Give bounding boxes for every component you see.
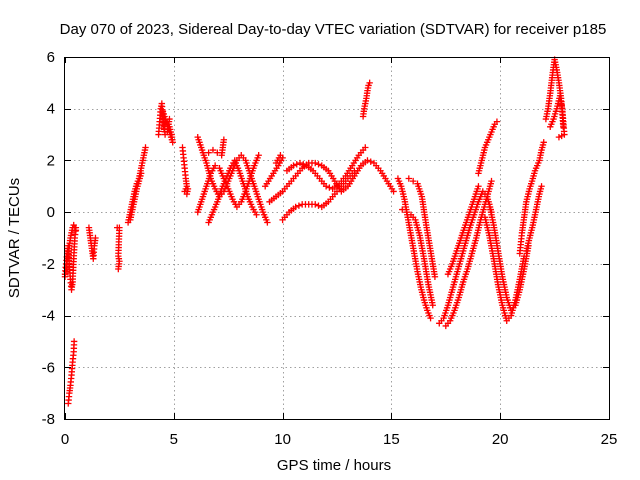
data-point [255,152,262,159]
y-tick-labels: -8 -6 -4 -2 0 2 4 6 [42,49,55,428]
series-sat-f [124,144,149,226]
x-axis-label: GPS time / hours [277,457,391,474]
data-point [427,314,434,322]
series-sat-g [127,170,145,224]
data-point [184,185,192,193]
x-tick-labels: 0 5 10 15 20 25 [61,431,618,448]
data-point [296,159,304,167]
y-tick-label: -8 [42,411,55,428]
chart-title: Day 070 of 2023, Sidereal Day-to-day VTE… [60,21,607,38]
data-point [326,184,333,191]
data-point [538,183,545,190]
data-point [166,115,173,123]
series-sat-c [65,338,78,407]
data-point [315,202,322,209]
data-point [253,211,260,218]
series-sat-w [442,177,495,330]
data-point [290,162,297,169]
data-point [364,157,371,164]
data-point [362,144,369,151]
x-tick-label: 25 [601,431,618,448]
series-sat-n [261,152,286,190]
data-point [211,162,219,169]
x-tick-label: 5 [170,431,178,448]
data-point [272,159,280,167]
series-sat-o [266,157,397,205]
y-tick-label: 6 [47,49,55,66]
series-sat-j [194,133,271,226]
y-tick-label: -6 [42,359,55,376]
series-sat-h [155,100,176,146]
data-point [209,146,217,154]
data-point [70,338,78,345]
x-tick-label: 0 [61,431,69,448]
data-point [403,208,410,216]
x-tick-label: 15 [383,431,400,448]
series-sat-u [405,175,439,280]
data-point [315,161,322,168]
data-point [493,118,501,125]
data-point [555,133,563,141]
plot-frame [64,57,610,420]
y-tick-label: 4 [47,101,55,118]
data-point [72,227,80,234]
data-point [312,159,319,167]
series-sat-ae [547,92,568,141]
series-sat-ab [516,139,547,257]
data-point [488,177,495,185]
data-point [292,203,299,211]
series-sat-x [444,183,482,278]
data-point [429,302,436,309]
series-sat-m [205,136,228,159]
x-tick-label: 10 [274,431,291,448]
y-axis-label: SDTVAR / TECUs [6,178,23,298]
data-points [61,56,568,407]
data-point [409,177,417,185]
data-point [295,202,303,209]
grid [65,57,609,419]
series-sat-y [475,118,501,177]
series-sat-e [114,224,123,273]
y-tick-label: -2 [42,256,55,273]
data-point [115,265,122,273]
series-sat-ac [523,183,545,255]
data-point [205,149,212,156]
data-point [322,183,330,190]
y-tick-label: -4 [42,308,55,325]
data-point [264,219,271,226]
data-point [137,170,145,177]
data-point [312,201,319,208]
data-point [366,79,373,87]
data-point [405,175,413,182]
data-point [520,252,528,260]
series-sat-aa [481,214,528,324]
data-point [351,167,358,174]
data-point [390,188,397,195]
data-point [92,234,99,242]
series-sat-i [179,144,192,198]
series-sat-r [359,79,373,120]
data-point [367,158,374,165]
data-point [431,273,439,280]
data-point [399,206,406,213]
series-sat-s [394,175,434,322]
y-tick-label: 0 [47,204,55,221]
x-tick-label: 20 [492,431,509,448]
series-sat-l [205,157,260,226]
data-point [300,161,307,168]
data-point [220,136,228,143]
series-sat-t [399,206,436,309]
data-point [142,144,149,151]
data-point [540,139,547,146]
y-tick-label: 2 [47,152,55,169]
series-sat-q [283,144,369,193]
data-point [475,183,482,190]
series-sat-d [85,224,99,262]
data-point [293,161,300,168]
series-sat-ad [542,56,567,131]
